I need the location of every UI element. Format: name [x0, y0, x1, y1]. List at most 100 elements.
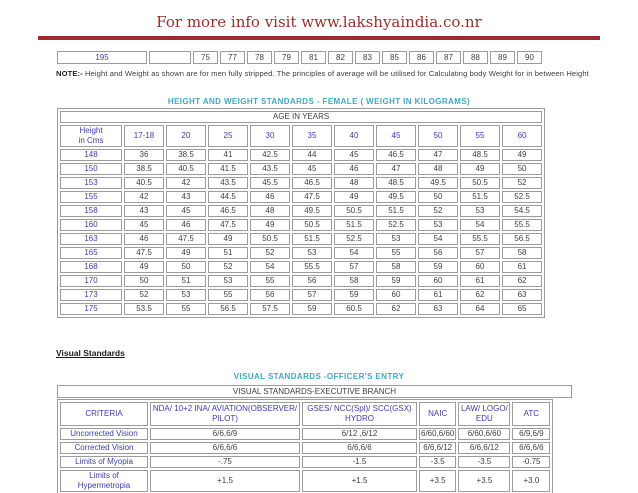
female-col-age: 20: [166, 125, 206, 147]
female-col-age: 35: [292, 125, 332, 147]
visual-value-cell: -3.5: [419, 456, 457, 468]
female-weight-cell: 45: [166, 205, 206, 217]
visual-header-row: CRITERIA NDA/ 10+2 INA/ AVIATION(OBSERVER…: [60, 402, 551, 426]
female-weight-cell: 46: [334, 163, 374, 175]
female-weight-cell: 59: [292, 303, 332, 315]
executive-branch-bar: VISUAL STANDARDS-EXECUTIVE BRANCH: [57, 385, 572, 398]
officers-entry-title: VISUAL STANDARDS -OFFICER'S ENTRY: [233, 372, 405, 381]
strip-cell-empty: [149, 51, 191, 64]
female-weight-cell: 38.5: [166, 149, 206, 161]
female-weight-cell: 50: [502, 163, 543, 175]
visual-table-row: Corrected Vision 6/6,6/6 6/6,6/6 6/6,6/12 6/…: [60, 442, 551, 454]
female-table-row: 158 43 45 46.5 48 49.5 50.5 51.5 52 53 54.5: [60, 205, 543, 217]
female-weight-cell: 49: [250, 219, 290, 231]
female-weight-cell: 53: [208, 275, 248, 287]
female-table-row: 155 42 43 44.5 46 47.5 49 49.5 50 51.5 52.5: [60, 191, 543, 203]
female-weight-cell: 36: [124, 149, 164, 161]
visual-value-cell: +3.0: [512, 470, 551, 492]
female-height-cell: 155: [60, 191, 122, 203]
female-weight-cell: 60: [460, 261, 500, 273]
female-weight-cell: 48: [418, 163, 458, 175]
visual-row-label: Corrected Vision: [60, 442, 148, 454]
strip-cell-weight: 81: [301, 51, 326, 64]
female-weight-cell: 44: [292, 149, 332, 161]
female-weight-cell: 54.5: [502, 205, 543, 217]
weight-strip-row: 195 75 77 78 79 81 82 83 85 86 87 88 89 90: [57, 51, 542, 64]
female-height-cell: 165: [60, 247, 122, 259]
female-weight-cell: 51.5: [334, 219, 374, 231]
female-table-title: HEIGHT AND WEIGHT STANDARDS - FEMALE ( W…: [167, 97, 471, 106]
female-weight-cell: 48.5: [376, 177, 416, 189]
female-col-age: 50: [418, 125, 458, 147]
female-weight-cell: 50.5: [460, 177, 500, 189]
female-weight-cell: 42: [124, 191, 164, 203]
visual-col-header: ATC: [512, 402, 551, 426]
female-weight-cell: 56: [250, 289, 290, 301]
female-col-age: 17-18: [124, 125, 164, 147]
female-weight-cell: 56: [292, 275, 332, 287]
female-weight-cell: 46: [124, 233, 164, 245]
age-span-row: AGE IN YEARS: [60, 111, 543, 123]
female-col-age: 45: [376, 125, 416, 147]
female-weight-cell: 45: [334, 149, 374, 161]
female-weight-cell: 55: [250, 275, 290, 287]
strip-cell-weight: 88: [463, 51, 488, 64]
visual-standards-table: CRITERIA NDA/ 10+2 INA/ AVIATION(OBSERVER…: [57, 399, 554, 493]
female-height-cell: 148: [60, 149, 122, 161]
visual-row-label: Limits of Myopia: [60, 456, 148, 468]
female-weight-cell: 51.5: [460, 191, 500, 203]
visual-value-cell: 6/12 ,6/12: [302, 428, 417, 440]
female-weight-cell: 43: [124, 205, 164, 217]
female-weight-cell: 54: [418, 233, 458, 245]
female-weight-cell: 57.5: [250, 303, 290, 315]
female-weight-cell: 55: [376, 247, 416, 259]
female-weight-cell: 49: [502, 149, 543, 161]
divider-rule: [38, 36, 600, 40]
female-weight-cell: 50: [166, 261, 206, 273]
female-weight-cell: 49: [124, 261, 164, 273]
female-weight-cell: 40.5: [124, 177, 164, 189]
female-weight-cell: 60: [418, 275, 458, 287]
female-weight-cell: 45: [292, 163, 332, 175]
visual-value-cell: 6/6,6/6: [150, 442, 300, 454]
visual-value-cell: 6/60,6/60: [458, 428, 511, 440]
age-in-years-header: AGE IN YEARS: [60, 111, 543, 123]
strip-cell-weight: 90: [517, 51, 542, 64]
female-weight-cell: 46: [166, 219, 206, 231]
strip-cell-weight: 78: [247, 51, 272, 64]
female-weight-cell: 45: [124, 219, 164, 231]
female-weight-cell: 58: [334, 275, 374, 287]
female-weight-cell: 59: [418, 261, 458, 273]
visual-row-label: Limits of Hypermetropia: [60, 470, 148, 492]
female-weight-cell: 62: [502, 275, 543, 287]
female-weight-cell: 60.5: [334, 303, 374, 315]
female-weight-cell: 52: [502, 177, 543, 189]
visual-col-header: GSES/ NCC(Spl)/ SCC(GSX) HYDRO: [302, 402, 417, 426]
female-weight-cell: 47.5: [292, 191, 332, 203]
female-height-cell: 153: [60, 177, 122, 189]
visual-value-cell: 6/6,6/6: [512, 442, 551, 454]
visual-value-cell: 6/9,6/9: [512, 428, 551, 440]
female-weight-cell: 43.5: [250, 163, 290, 175]
female-weight-cell: 48: [334, 177, 374, 189]
female-weight-cell: 61: [460, 275, 500, 287]
strip-cell-weight: 77: [220, 51, 245, 64]
weight-strip-table: 195 75 77 78 79 81 82 83 85 86 87 88 89 90: [55, 49, 544, 66]
visual-value-cell: 6/6,6/6: [302, 442, 417, 454]
female-weight-cell: 48.5: [460, 149, 500, 161]
visual-value-cell: -3.5: [458, 456, 511, 468]
female-height-cell: 158: [60, 205, 122, 217]
female-weight-cell: 62: [460, 289, 500, 301]
female-weight-cell: 47: [376, 163, 416, 175]
female-weight-cell: 42.5: [250, 149, 290, 161]
female-weight-cell: 51: [166, 275, 206, 287]
female-weight-cell: 52: [418, 205, 458, 217]
female-weight-cell: 53: [166, 289, 206, 301]
strip-cell-weight: 89: [490, 51, 515, 64]
strip-cell-weight: 82: [328, 51, 353, 64]
female-weight-cell: 51.5: [292, 233, 332, 245]
female-col-age: 55: [460, 125, 500, 147]
female-weight-cell: 52.5: [334, 233, 374, 245]
female-height-cell: 168: [60, 261, 122, 273]
female-weight-cell: 62: [376, 303, 416, 315]
